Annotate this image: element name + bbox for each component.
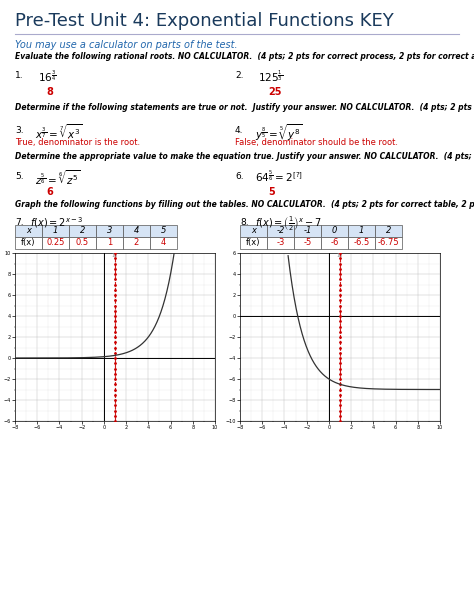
Text: 25: 25	[268, 87, 282, 97]
Text: Graph the following functions by filling out the tables. NO CALCULATOR.  (4 pts;: Graph the following functions by filling…	[15, 200, 474, 209]
Text: x: x	[251, 226, 256, 235]
FancyBboxPatch shape	[348, 225, 375, 237]
Text: 2: 2	[80, 226, 85, 235]
Text: 6.: 6.	[235, 172, 244, 181]
Text: 7.: 7.	[15, 218, 24, 227]
FancyBboxPatch shape	[96, 237, 123, 249]
Text: $y^{\frac{8}{5}} = \sqrt[5]{y^8}$: $y^{\frac{8}{5}} = \sqrt[5]{y^8}$	[255, 122, 303, 143]
Text: 4: 4	[134, 226, 139, 235]
Text: -3: -3	[276, 238, 285, 247]
Text: 0.5: 0.5	[76, 238, 89, 247]
Text: Pre-Test Unit 4: Exponential Functions KEY: Pre-Test Unit 4: Exponential Functions K…	[15, 12, 394, 30]
Text: -2: -2	[276, 226, 285, 235]
Text: 5.: 5.	[15, 172, 24, 181]
Text: 2: 2	[134, 238, 139, 247]
Text: $z^{\frac{5}{6}} = \sqrt[6]{z^5}$: $z^{\frac{5}{6}} = \sqrt[6]{z^5}$	[35, 168, 81, 186]
Text: 1: 1	[359, 226, 364, 235]
Text: 3.: 3.	[15, 126, 24, 135]
Text: 1: 1	[53, 226, 58, 235]
Text: True, denominator is the root.: True, denominator is the root.	[15, 138, 140, 147]
FancyBboxPatch shape	[375, 237, 402, 249]
FancyBboxPatch shape	[15, 225, 42, 237]
FancyBboxPatch shape	[321, 237, 348, 249]
FancyBboxPatch shape	[321, 225, 348, 237]
Text: 10: 10	[337, 253, 343, 258]
Text: 2.: 2.	[235, 71, 244, 80]
Text: Determine if the following statements are true or not.  Justify your answer. NO : Determine if the following statements ar…	[15, 103, 474, 112]
Text: -1: -1	[303, 226, 312, 235]
Text: $125^{\frac{1}{3}}$: $125^{\frac{1}{3}}$	[258, 68, 283, 83]
FancyBboxPatch shape	[69, 225, 96, 237]
Text: 6: 6	[46, 187, 53, 197]
Text: 4.: 4.	[235, 126, 244, 135]
Text: Evaluate the following rational roots. NO CALCULATOR.  (4 pts; 2 pts for correct: Evaluate the following rational roots. N…	[15, 52, 474, 61]
Text: 8: 8	[46, 87, 53, 97]
FancyBboxPatch shape	[42, 237, 69, 249]
FancyBboxPatch shape	[150, 225, 177, 237]
Text: 10: 10	[112, 253, 118, 258]
FancyBboxPatch shape	[123, 225, 150, 237]
FancyBboxPatch shape	[69, 237, 96, 249]
Text: 4: 4	[161, 238, 166, 247]
Text: $16^{\frac{3}{4}}$: $16^{\frac{3}{4}}$	[38, 68, 56, 83]
Text: 0: 0	[332, 226, 337, 235]
Text: 2: 2	[386, 226, 391, 235]
Text: -6: -6	[330, 238, 339, 247]
FancyBboxPatch shape	[348, 237, 375, 249]
FancyBboxPatch shape	[240, 225, 267, 237]
Text: f(x): f(x)	[246, 238, 261, 247]
FancyBboxPatch shape	[294, 225, 321, 237]
FancyBboxPatch shape	[15, 237, 42, 249]
Text: -5: -5	[303, 238, 311, 247]
Text: You may use a calculator on parts of the test.: You may use a calculator on parts of the…	[15, 40, 237, 50]
Text: -6.5: -6.5	[354, 238, 370, 247]
Text: 5: 5	[161, 226, 166, 235]
FancyBboxPatch shape	[267, 225, 294, 237]
Text: False, denominator should be the root.: False, denominator should be the root.	[235, 138, 398, 147]
Text: f(x): f(x)	[21, 238, 36, 247]
Text: 3: 3	[107, 226, 112, 235]
Text: $f(x) = \left(\frac{1}{2}\right)^x - 7$: $f(x) = \left(\frac{1}{2}\right)^x - 7$	[255, 215, 322, 233]
Text: 1.: 1.	[15, 71, 24, 80]
FancyBboxPatch shape	[96, 225, 123, 237]
Text: $f(x) = 2^{x-3}$: $f(x) = 2^{x-3}$	[30, 215, 83, 230]
FancyBboxPatch shape	[375, 225, 402, 237]
Text: x: x	[26, 226, 31, 235]
Text: $x^{\frac{3}{7}} = \sqrt[7]{x^3}$: $x^{\frac{3}{7}} = \sqrt[7]{x^3}$	[35, 122, 82, 140]
FancyBboxPatch shape	[294, 237, 321, 249]
Text: Determine the appropriate value to make the equation true. Justify your answer. : Determine the appropriate value to make …	[15, 152, 474, 161]
FancyBboxPatch shape	[240, 237, 267, 249]
FancyBboxPatch shape	[267, 237, 294, 249]
Text: $64^{\frac{5}{6}} = 2^{[?]}$: $64^{\frac{5}{6}} = 2^{[?]}$	[255, 168, 303, 184]
Text: 5: 5	[268, 187, 275, 197]
Text: 1: 1	[107, 238, 112, 247]
FancyBboxPatch shape	[123, 237, 150, 249]
FancyBboxPatch shape	[42, 225, 69, 237]
FancyBboxPatch shape	[150, 237, 177, 249]
Text: -6.75: -6.75	[378, 238, 399, 247]
Text: 0.25: 0.25	[46, 238, 64, 247]
Text: 8.: 8.	[240, 218, 249, 227]
